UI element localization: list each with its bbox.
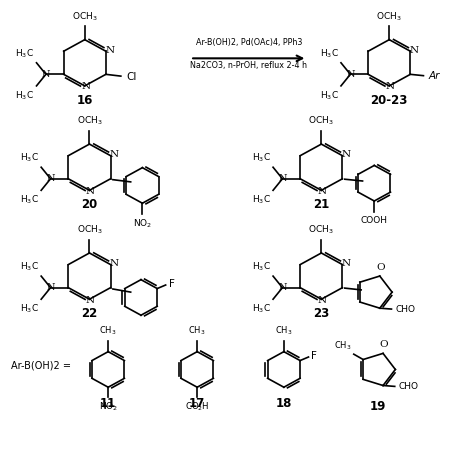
Text: NO$_2$: NO$_2$ [133,218,152,230]
Text: OCH$_3$: OCH$_3$ [77,224,102,236]
Text: 16: 16 [77,94,93,107]
Text: H$_3$C: H$_3$C [20,261,39,273]
Text: OCH$_3$: OCH$_3$ [72,10,98,23]
Text: H$_3$C: H$_3$C [15,47,34,60]
Text: N: N [105,46,114,55]
Text: CH$_3$: CH$_3$ [334,339,351,351]
Text: N: N [342,150,351,159]
Text: F: F [311,351,317,361]
Text: H$_3$C: H$_3$C [15,89,34,102]
Text: OCH$_3$: OCH$_3$ [376,10,402,23]
Text: H$_3$C: H$_3$C [20,194,39,206]
Text: H$_3$C: H$_3$C [319,47,338,60]
Text: N: N [278,174,287,183]
Text: F: F [169,279,175,289]
Text: CO$_2$H: CO$_2$H [185,400,210,413]
Text: N: N [410,46,419,55]
Text: CH$_3$: CH$_3$ [188,324,206,337]
Text: 20: 20 [82,198,98,211]
Text: NO$_2$: NO$_2$ [99,400,118,413]
Text: N: N [346,70,355,79]
Text: Ar: Ar [428,71,439,81]
Text: H$_3$C: H$_3$C [20,302,39,315]
Text: N: N [81,82,90,91]
Text: H$_3$C: H$_3$C [319,89,338,102]
Text: 11: 11 [100,397,116,410]
Text: N: N [46,174,55,183]
Text: N: N [342,259,351,268]
Text: CHO: CHO [395,305,415,314]
Text: OCH$_3$: OCH$_3$ [309,115,334,127]
Text: 18: 18 [276,397,292,410]
Text: Ar-B(OH)2 =: Ar-B(OH)2 = [11,360,71,370]
Text: CH$_3$: CH$_3$ [275,324,292,337]
Text: O: O [380,340,388,349]
Text: 17: 17 [189,397,205,410]
Text: 20-23: 20-23 [371,94,408,107]
Text: Ar-B(OH)2, Pd(OAc)4, PPh3: Ar-B(OH)2, Pd(OAc)4, PPh3 [195,38,302,47]
Text: CH$_3$: CH$_3$ [100,324,117,337]
Text: Na2CO3, n-PrOH, reflux 2-4 h: Na2CO3, n-PrOH, reflux 2-4 h [190,62,307,71]
Text: N: N [318,296,327,305]
Text: N: N [278,283,287,292]
Text: O: O [376,263,385,272]
Text: H$_3$C: H$_3$C [20,152,39,164]
Text: H$_3$C: H$_3$C [252,261,271,273]
Text: 21: 21 [313,198,329,211]
Text: N: N [109,150,119,159]
Text: Cl: Cl [126,72,137,81]
Text: N: N [109,259,119,268]
Text: 19: 19 [369,400,386,413]
Text: H$_3$C: H$_3$C [252,152,271,164]
Text: H$_3$C: H$_3$C [252,194,271,206]
Text: COOH: COOH [361,216,388,225]
Text: N: N [86,296,95,305]
Text: N: N [318,187,327,196]
Text: H$_3$C: H$_3$C [252,302,271,315]
Text: N: N [86,187,95,196]
Text: OCH$_3$: OCH$_3$ [77,115,102,127]
Text: 22: 22 [82,307,98,320]
Text: 23: 23 [313,307,329,320]
Text: N: N [46,283,55,292]
Text: N: N [386,82,395,91]
Text: OCH$_3$: OCH$_3$ [309,224,334,236]
Text: N: N [42,70,50,79]
Text: CHO: CHO [399,382,419,391]
